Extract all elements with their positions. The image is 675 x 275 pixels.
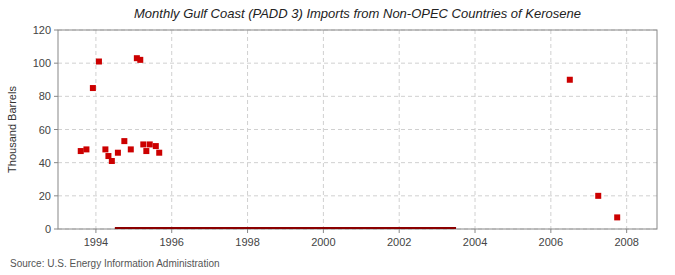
- x-tick: [323, 229, 324, 233]
- y-tick: [54, 63, 58, 64]
- y-grid-line: [58, 195, 657, 196]
- point: [567, 77, 573, 83]
- point: [78, 148, 84, 154]
- y-tick-label: 60: [39, 124, 51, 136]
- y-grid-line: [58, 96, 657, 97]
- x-tick: [626, 229, 627, 233]
- y-tick-label: 120: [33, 24, 51, 36]
- x-tick: [475, 229, 476, 233]
- point: [614, 214, 620, 220]
- y-tick: [54, 162, 58, 163]
- point: [153, 143, 159, 149]
- x-grid-line: [399, 30, 400, 229]
- point: [115, 150, 121, 156]
- marks: [78, 55, 620, 229]
- point: [109, 158, 115, 164]
- point: [147, 141, 153, 147]
- x-tick-label: 2000: [311, 236, 335, 248]
- point: [102, 146, 108, 152]
- y-tick-label: 80: [39, 90, 51, 102]
- x-grid-line: [323, 30, 324, 229]
- x-tick-label: 1996: [159, 236, 183, 248]
- y-tick: [54, 129, 58, 130]
- x-tick: [550, 229, 551, 233]
- page: {"chart_data": { "type": "scatter", "tit…: [0, 0, 675, 275]
- x-tick-label: 2008: [614, 236, 638, 248]
- y-tick: [54, 229, 58, 230]
- chart: 1994 1996 1998 2000 2002 2004 2006 2008 0 20 40 60 8…: [0, 0, 675, 275]
- y-tick-label: 100: [33, 57, 51, 69]
- point: [96, 59, 102, 65]
- point: [156, 150, 162, 156]
- plot-area: [58, 30, 657, 229]
- x-tick-label: 1998: [235, 236, 259, 248]
- x-tick-label: 1994: [84, 236, 108, 248]
- point: [83, 146, 89, 152]
- title: Monthly Gulf Coast (PADD 3) Imports from…: [134, 6, 581, 21]
- x-tick-label: 2006: [539, 236, 563, 248]
- y-tick: [54, 195, 58, 196]
- point: [595, 193, 601, 199]
- y-axis-label: Thousand Barrels: [6, 86, 18, 173]
- y-tick: [54, 30, 58, 31]
- y-tick: [54, 96, 58, 97]
- point: [143, 148, 149, 154]
- y-grid-line: [58, 162, 657, 163]
- point: [90, 85, 96, 91]
- y-grid-line: [58, 129, 657, 130]
- x-tick: [95, 229, 96, 233]
- axes: 1994 1996 1998 2000 2002 2004 2006 2008 0 20 40 60 8…: [33, 24, 639, 248]
- point: [128, 146, 134, 152]
- point: [137, 57, 143, 63]
- y-tick-label: 0: [45, 223, 51, 235]
- source-note: Source: U.S. Energy Information Administ…: [10, 258, 220, 269]
- point: [140, 141, 146, 147]
- y-tick-label: 20: [39, 190, 51, 202]
- y-tick-label: 40: [39, 157, 51, 169]
- grid: [58, 30, 657, 229]
- x-tick-label: 2002: [387, 236, 411, 248]
- line: [115, 227, 456, 229]
- point: [121, 138, 127, 144]
- x-tick-label: 2004: [463, 236, 487, 248]
- x-tick: [399, 229, 400, 233]
- x-tick: [247, 229, 248, 233]
- plot-frame: [58, 30, 657, 229]
- x-tick: [171, 229, 172, 233]
- y-grid-line: [58, 63, 657, 64]
